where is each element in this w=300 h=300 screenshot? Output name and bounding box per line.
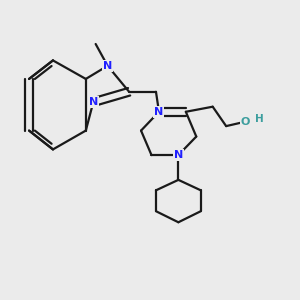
Text: N: N <box>154 107 164 117</box>
Text: H: H <box>254 114 263 124</box>
Text: N: N <box>174 150 183 160</box>
Text: O: O <box>241 117 250 127</box>
Text: N: N <box>103 61 112 71</box>
Text: N: N <box>88 97 98 107</box>
